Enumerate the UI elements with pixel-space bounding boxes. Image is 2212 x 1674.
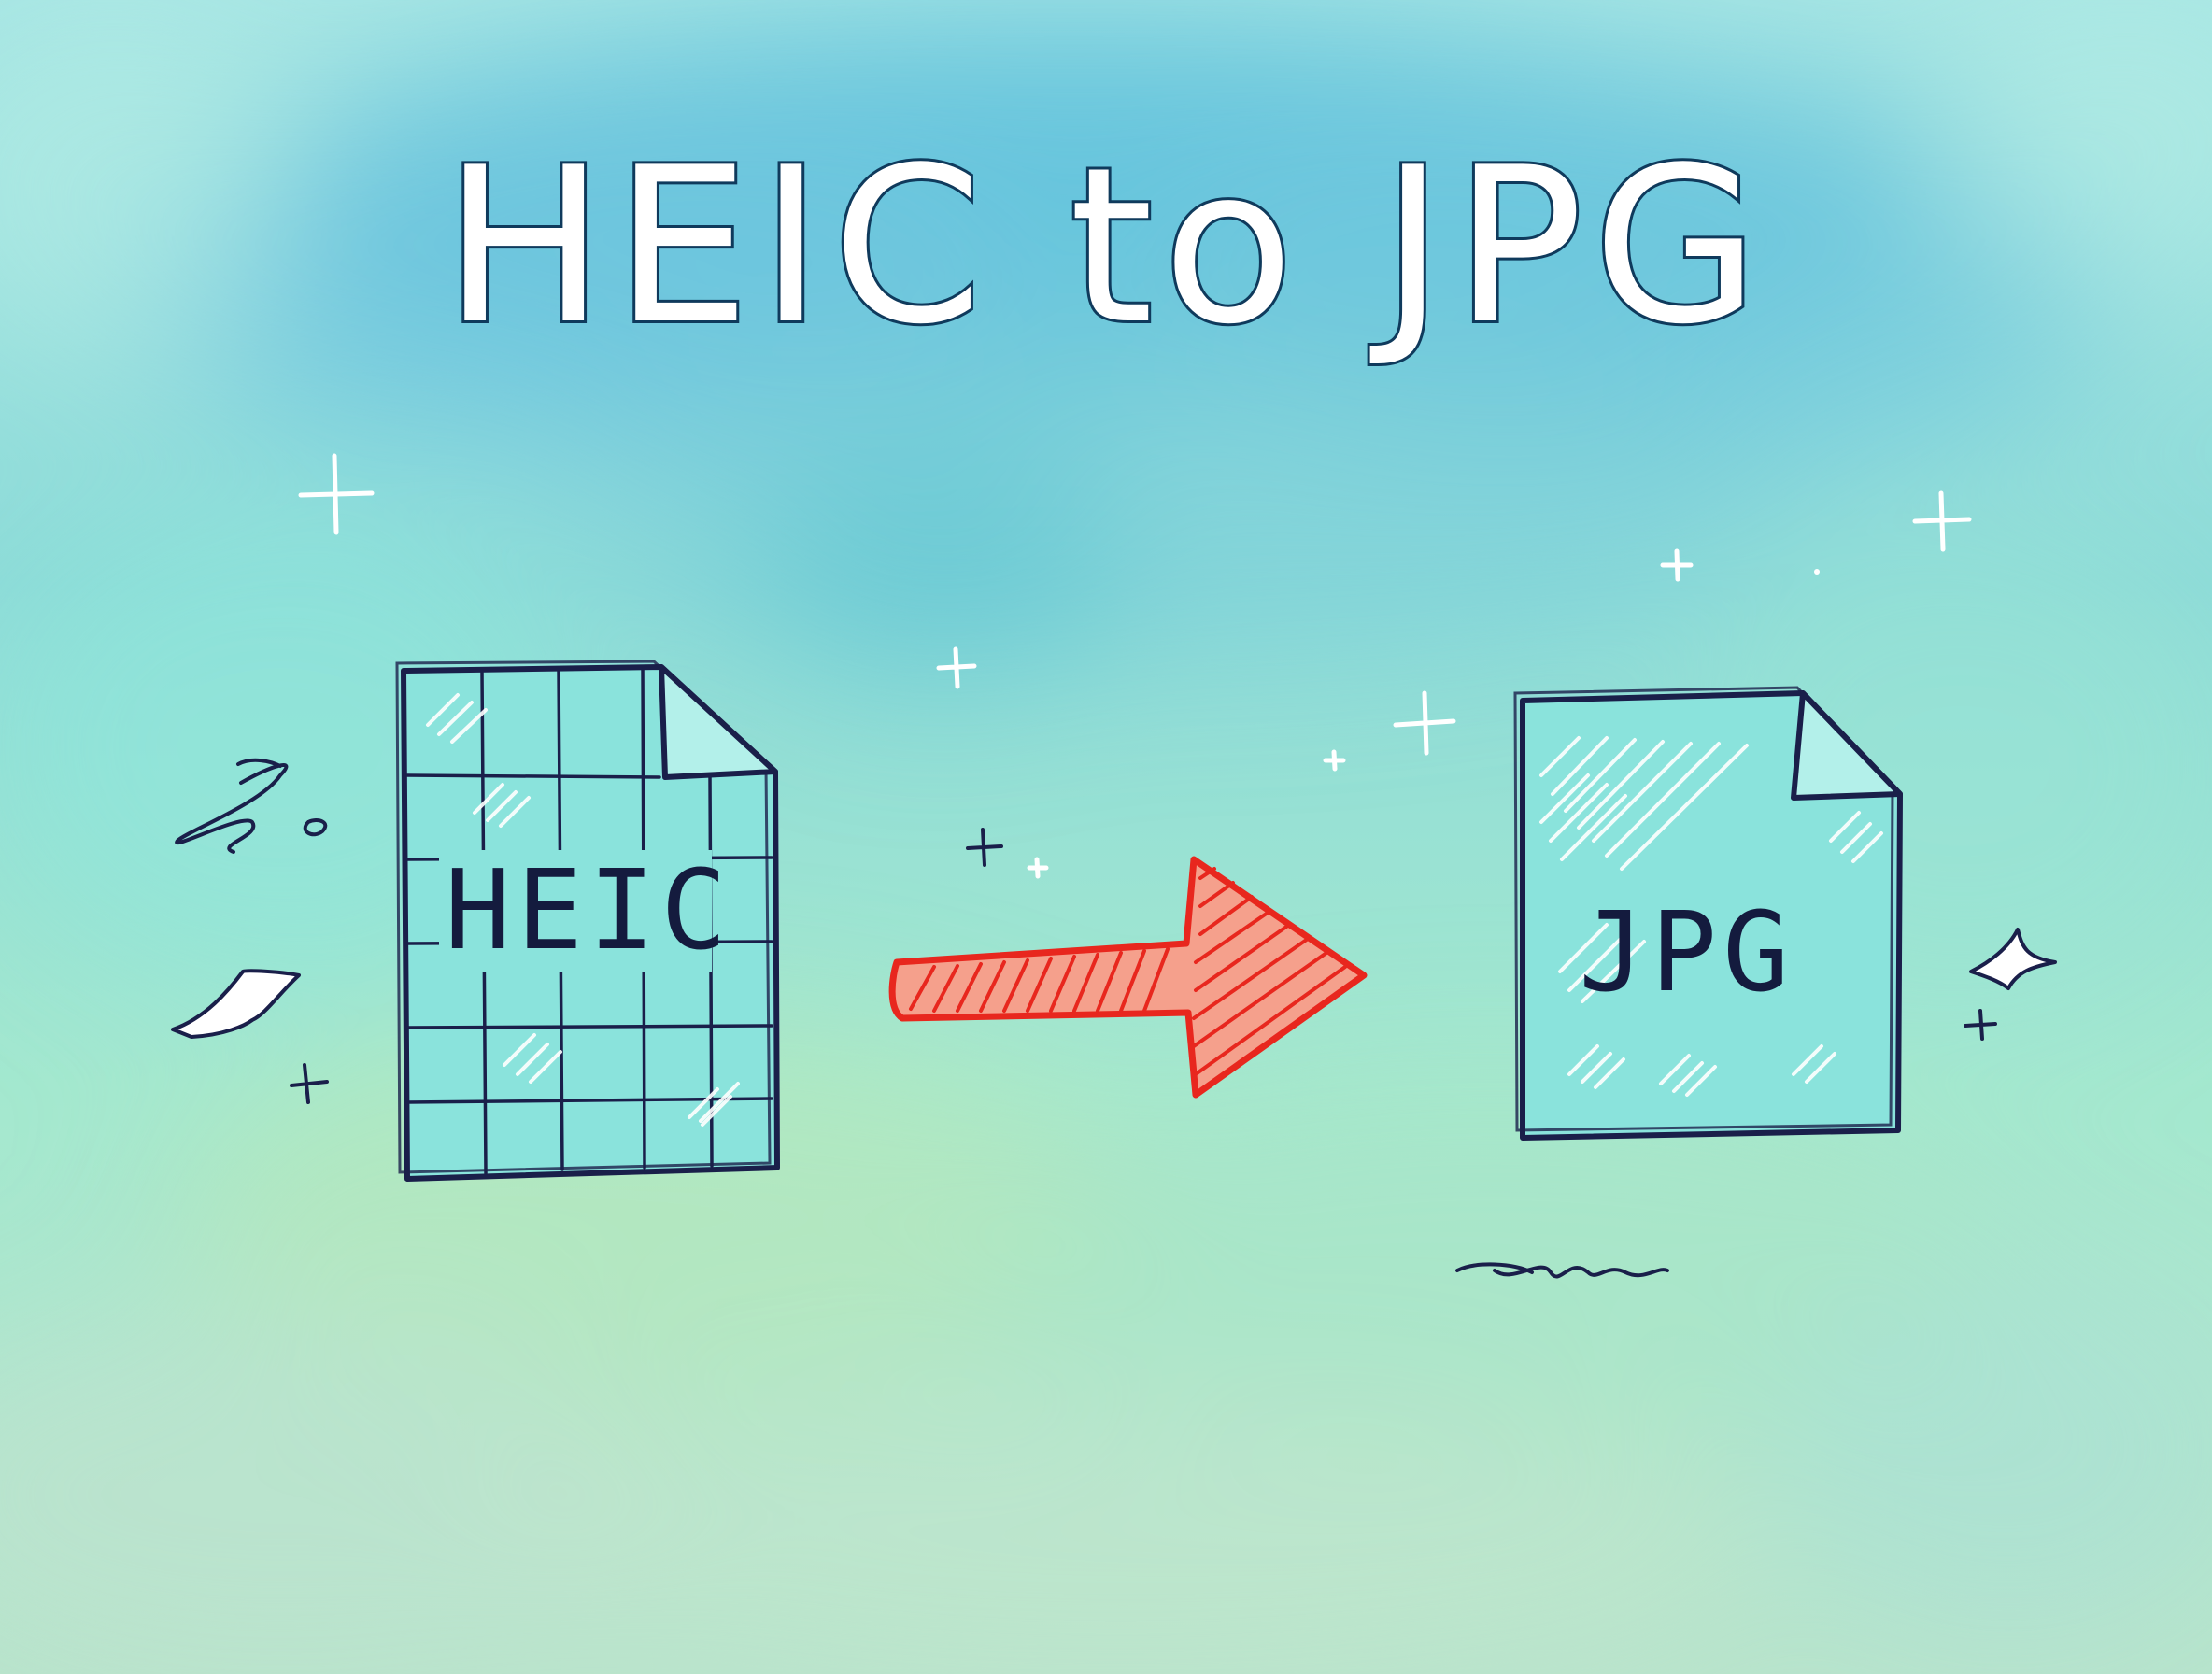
sparkle-icon (1660, 548, 1694, 582)
squiggle-doodle (1455, 1262, 1669, 1279)
sparkle-icon (936, 646, 977, 689)
heic-file-label: HEIC (445, 845, 733, 974)
star-doodle-icon (1969, 928, 2057, 990)
doodle-marks (175, 758, 1997, 1279)
plus-doodle (290, 1063, 329, 1104)
sparkle-icons (298, 453, 1972, 879)
plus-doodle (966, 828, 1003, 867)
squiggle-doodle (175, 758, 328, 854)
sparkle-icon (1393, 690, 1456, 756)
sparkle-icon (1912, 490, 1972, 552)
jpg-file-label: JPG (1579, 887, 1795, 1016)
sparkle-icon (298, 453, 375, 535)
jpg-document-icon (1513, 686, 1903, 1141)
right-arrow-icon (888, 856, 1368, 1099)
star-doodle-icon (171, 969, 301, 1039)
star-doodles (171, 928, 2057, 1039)
sparkle-icon (1027, 857, 1049, 879)
heic-document-icon (395, 660, 780, 1182)
plus-doodle (1964, 1009, 1997, 1041)
page-title: HEIC to JPG (441, 122, 1769, 372)
sparkle-icon (1323, 749, 1346, 772)
